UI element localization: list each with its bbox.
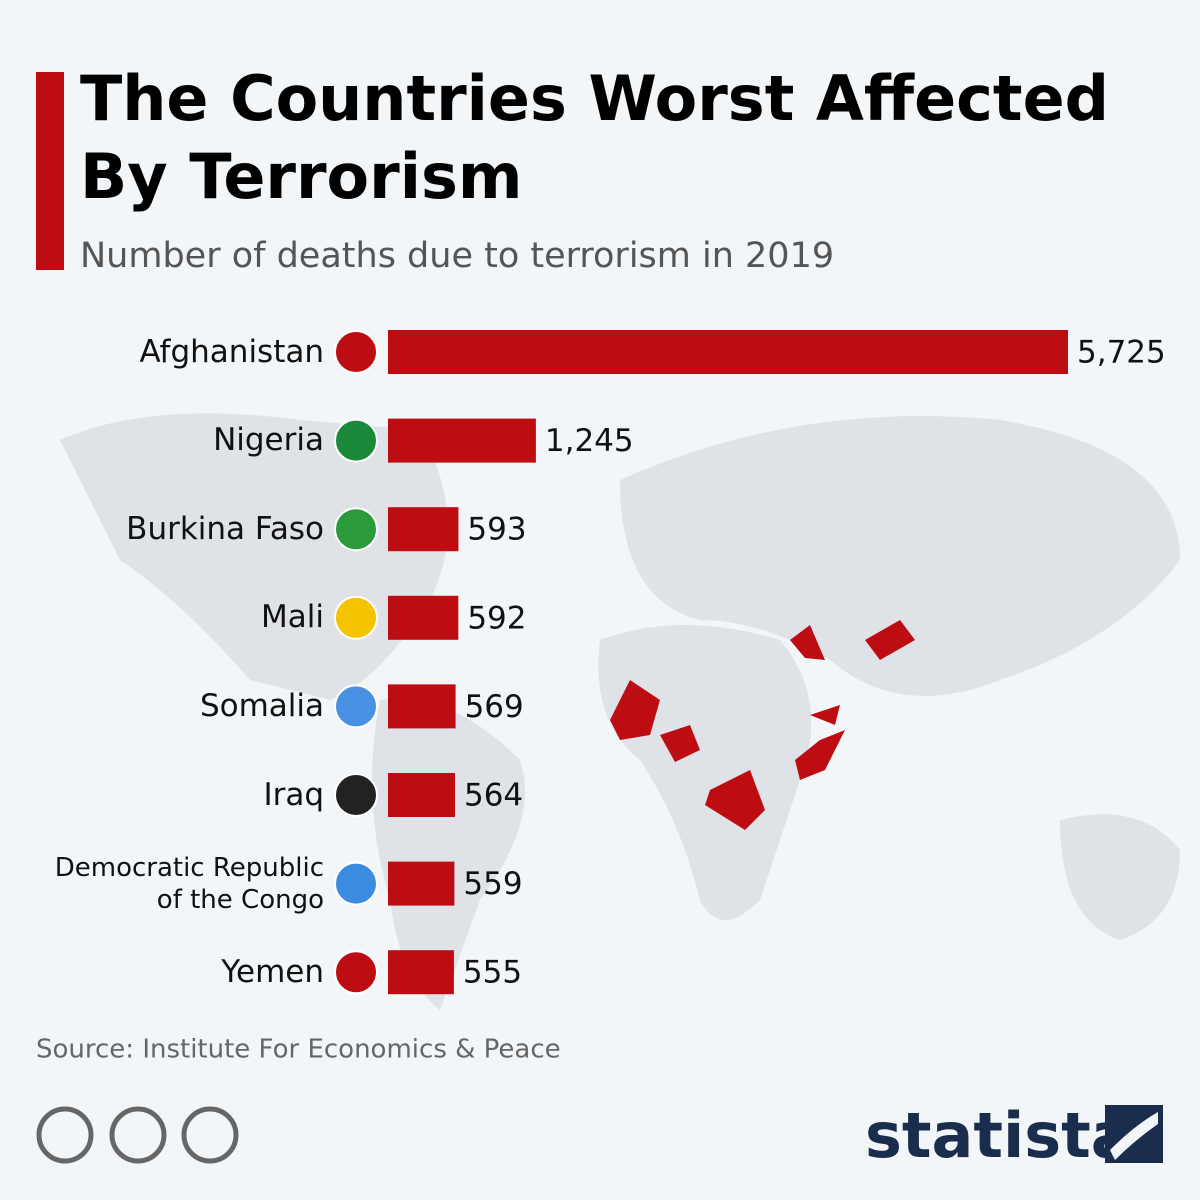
flag [334, 418, 378, 463]
category-label: Mali [261, 599, 324, 636]
brand: statista [865, 1099, 1133, 1172]
value-label: 592 [467, 600, 526, 636]
category-label: Iraq [263, 776, 324, 813]
value-label: 569 [465, 689, 524, 725]
value-label: 5,725 [1077, 335, 1166, 371]
chart-title: The Countries Worst Affected By Terroris… [80, 62, 1109, 213]
title-box: The Countries Worst Affected By Terroris… [80, 62, 1109, 213]
bar [388, 861, 455, 906]
flag [334, 773, 378, 817]
license-icons [36, 1106, 239, 1164]
title-accent [36, 72, 64, 270]
category-label: Nigeria [213, 422, 324, 459]
highlighted-countries [610, 620, 915, 830]
category-label: Somalia [199, 687, 324, 724]
source: Source: Institute For Economics & Peace [36, 1035, 561, 1065]
flag [334, 684, 378, 729]
brand-logo-mark [1110, 1112, 1158, 1160]
value-label: 559 [463, 866, 522, 902]
value-label: 555 [463, 955, 522, 991]
category-label: Democratic Republic of the Congo [54, 852, 324, 915]
bar [388, 418, 536, 463]
flag [334, 861, 378, 906]
value-label: 593 [467, 512, 526, 548]
category-label: Yemen [221, 953, 324, 990]
bar [388, 595, 459, 640]
category-label: Burkina Faso [126, 510, 324, 547]
bar [388, 507, 459, 552]
bar [388, 773, 455, 817]
flag [334, 330, 378, 374]
flag [334, 950, 378, 995]
category-label: Afghanistan [139, 333, 324, 370]
bar [388, 684, 456, 729]
chart-subtitle: Number of deaths due to terrorism in 201… [80, 236, 834, 276]
flag [334, 595, 378, 640]
flag [334, 507, 378, 552]
value-label: 564 [464, 778, 523, 814]
bar [388, 950, 454, 995]
bar [388, 330, 1068, 374]
value-label: 1,245 [545, 423, 634, 459]
